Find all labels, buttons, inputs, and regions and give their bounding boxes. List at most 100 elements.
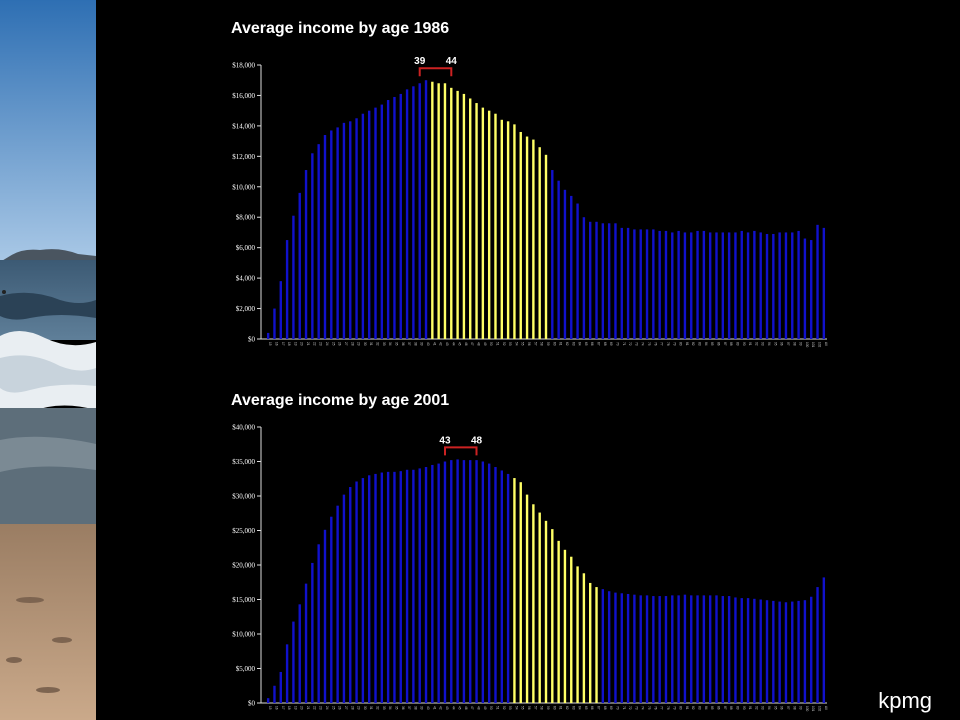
- x-tick-label: 102: [818, 342, 822, 348]
- bar: [626, 593, 630, 703]
- x-tick-label: 93: [761, 342, 765, 346]
- x-tick-label: 25: [331, 706, 335, 710]
- bar: [816, 224, 819, 339]
- bar: [443, 461, 447, 703]
- x-tick-label: 94: [767, 706, 771, 710]
- x-tick-label: 32: [376, 342, 380, 346]
- y-tick-label: $10,000: [232, 631, 255, 639]
- bar: [595, 221, 598, 339]
- bar: [746, 598, 750, 703]
- bar: [349, 487, 352, 703]
- x-tick-label: 55: [521, 342, 525, 346]
- x-tick-label: 45: [458, 706, 462, 710]
- x-tick-label: 72: [628, 706, 632, 710]
- x-tick-label: 39: [420, 706, 424, 710]
- x-tick-label: 86: [716, 706, 720, 710]
- x-tick-label: 85: [710, 342, 714, 346]
- bar: [671, 232, 674, 339]
- x-tick-label: 51: [495, 706, 499, 710]
- x-tick-label: 63: [571, 706, 575, 710]
- x-tick-label: 85: [710, 706, 714, 710]
- bar: [330, 130, 333, 339]
- x-tick-label: 90: [742, 342, 746, 346]
- x-tick-label: 59: [546, 342, 550, 346]
- x-tick-label: 88: [729, 706, 733, 710]
- bar: [519, 482, 522, 703]
- x-tick-label: 74: [641, 342, 645, 346]
- x-tick-label: 67: [597, 706, 601, 710]
- bar: [437, 83, 440, 339]
- bar: [500, 470, 503, 703]
- y-tick-label: $25,000: [232, 527, 255, 535]
- x-tick-label: 55: [521, 706, 525, 710]
- x-tick-label: 76: [653, 706, 657, 710]
- x-tick-label: 33: [382, 706, 386, 710]
- bar: [412, 469, 415, 703]
- bar: [570, 195, 573, 339]
- x-tick-label: 80: [679, 342, 683, 346]
- x-tick-label: 18: [287, 706, 291, 710]
- x-tick-label: 71: [622, 706, 626, 710]
- x-tick-label: 16: [274, 706, 278, 710]
- x-tick-label: 96: [780, 706, 784, 710]
- bar: [551, 529, 554, 703]
- x-tick-label: 17: [281, 342, 285, 346]
- y-tick-label: $6,000: [236, 244, 256, 252]
- x-tick-label: 54: [514, 342, 518, 346]
- x-tick-label: 80: [679, 706, 683, 710]
- x-tick-label: 36: [401, 706, 405, 710]
- bar: [664, 596, 668, 703]
- x-tick-label: 31: [369, 706, 373, 710]
- x-tick-label: 73: [634, 706, 638, 710]
- bar: [614, 223, 617, 339]
- bar: [317, 144, 320, 339]
- x-tick-label: 26: [338, 706, 342, 710]
- bar: [753, 230, 756, 339]
- chart-title-1986: Average income by age 1986: [231, 20, 450, 37]
- bar: [639, 595, 642, 703]
- x-tick-label: 100: [805, 706, 809, 712]
- x-tick-label: 44: [451, 706, 455, 710]
- bar: [664, 230, 668, 339]
- x-tick-label: 97: [786, 342, 790, 346]
- bar: [778, 232, 781, 339]
- bar: [418, 468, 421, 703]
- bar: [759, 599, 762, 703]
- x-tick-label: 101: [811, 342, 815, 348]
- x-tick-label: 23: [319, 342, 323, 346]
- x-tick-label: 21: [306, 342, 310, 346]
- y-tick-label: $20,000: [232, 562, 255, 570]
- bar: [393, 96, 396, 339]
- x-tick-label: 51: [495, 342, 499, 346]
- bar: [469, 460, 472, 703]
- x-tick-label: 78: [666, 706, 670, 710]
- x-tick-label: 98: [792, 342, 796, 346]
- bar: [266, 698, 270, 703]
- bar: [304, 170, 308, 339]
- x-tick-label: 48: [477, 342, 481, 346]
- x-tick-label: 15: [268, 342, 272, 346]
- age-range-bracket: [418, 67, 453, 77]
- x-tick-label: 46: [464, 706, 468, 710]
- x-tick-label: 33: [382, 342, 386, 346]
- y-tick-label: $30,000: [232, 493, 255, 501]
- x-tick-label: 73: [634, 342, 638, 346]
- x-tick-label: 58: [540, 342, 544, 346]
- x-tick-label: 40: [426, 706, 430, 710]
- bar: [822, 227, 826, 339]
- x-tick-label: 24: [325, 706, 329, 710]
- x-tick-label: 40: [426, 342, 430, 346]
- bar: [658, 596, 661, 703]
- bar: [715, 595, 718, 703]
- x-tick-label: 27: [344, 706, 348, 710]
- bar: [652, 229, 655, 339]
- x-tick-label: 52: [502, 342, 506, 346]
- x-tick-label: 15: [268, 706, 272, 710]
- x-tick-label: 69: [609, 342, 613, 346]
- bar: [266, 332, 270, 339]
- bar: [683, 594, 687, 703]
- x-tick-label: 70: [615, 342, 619, 346]
- bar: [361, 478, 365, 703]
- bar: [601, 223, 605, 339]
- bar: [595, 587, 598, 703]
